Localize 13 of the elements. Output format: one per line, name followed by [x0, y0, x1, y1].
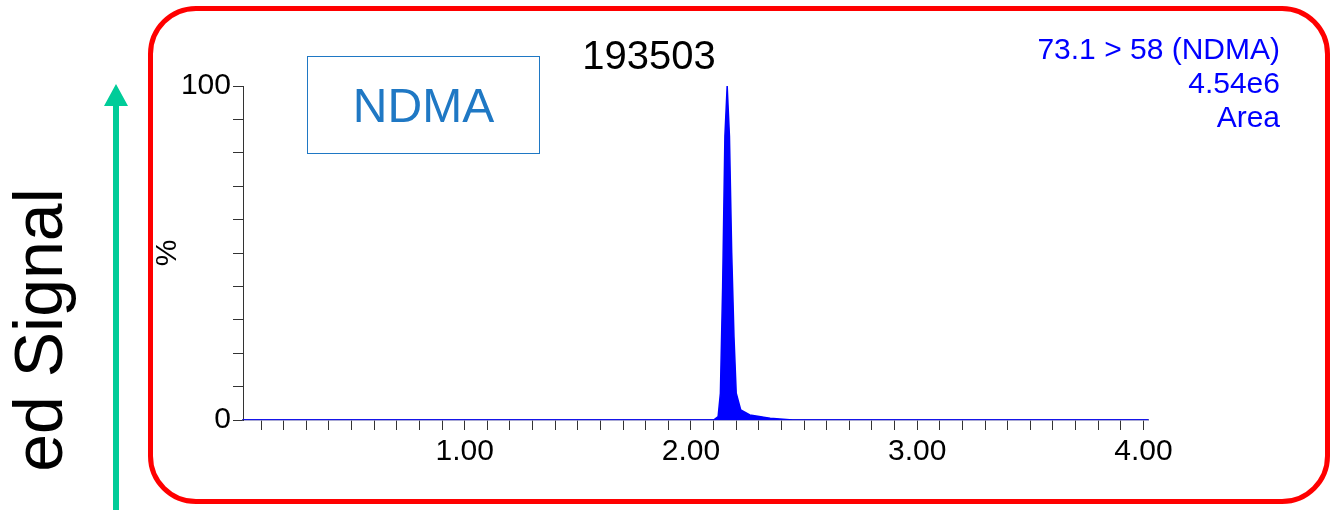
text: 4.54e6: [1187, 66, 1280, 100]
x-tick-label: 4.00: [1114, 433, 1173, 467]
text: Area: [1215, 100, 1280, 134]
chart-title: 193503: [582, 33, 716, 78]
y-tick-label: 100: [180, 67, 231, 101]
x-tick-label: 2.00: [661, 433, 721, 467]
annotation: NDMA: [307, 56, 540, 154]
y-tick-label: 0: [214, 401, 231, 435]
text: ed Signal: [0, 188, 77, 472]
x-tick-label: 1.00: [435, 433, 494, 467]
y-axis-title: %: [149, 239, 183, 267]
x-tick-label: 3.00: [888, 433, 947, 467]
text: 73.1 > 58 (NDMA): [1037, 32, 1280, 66]
